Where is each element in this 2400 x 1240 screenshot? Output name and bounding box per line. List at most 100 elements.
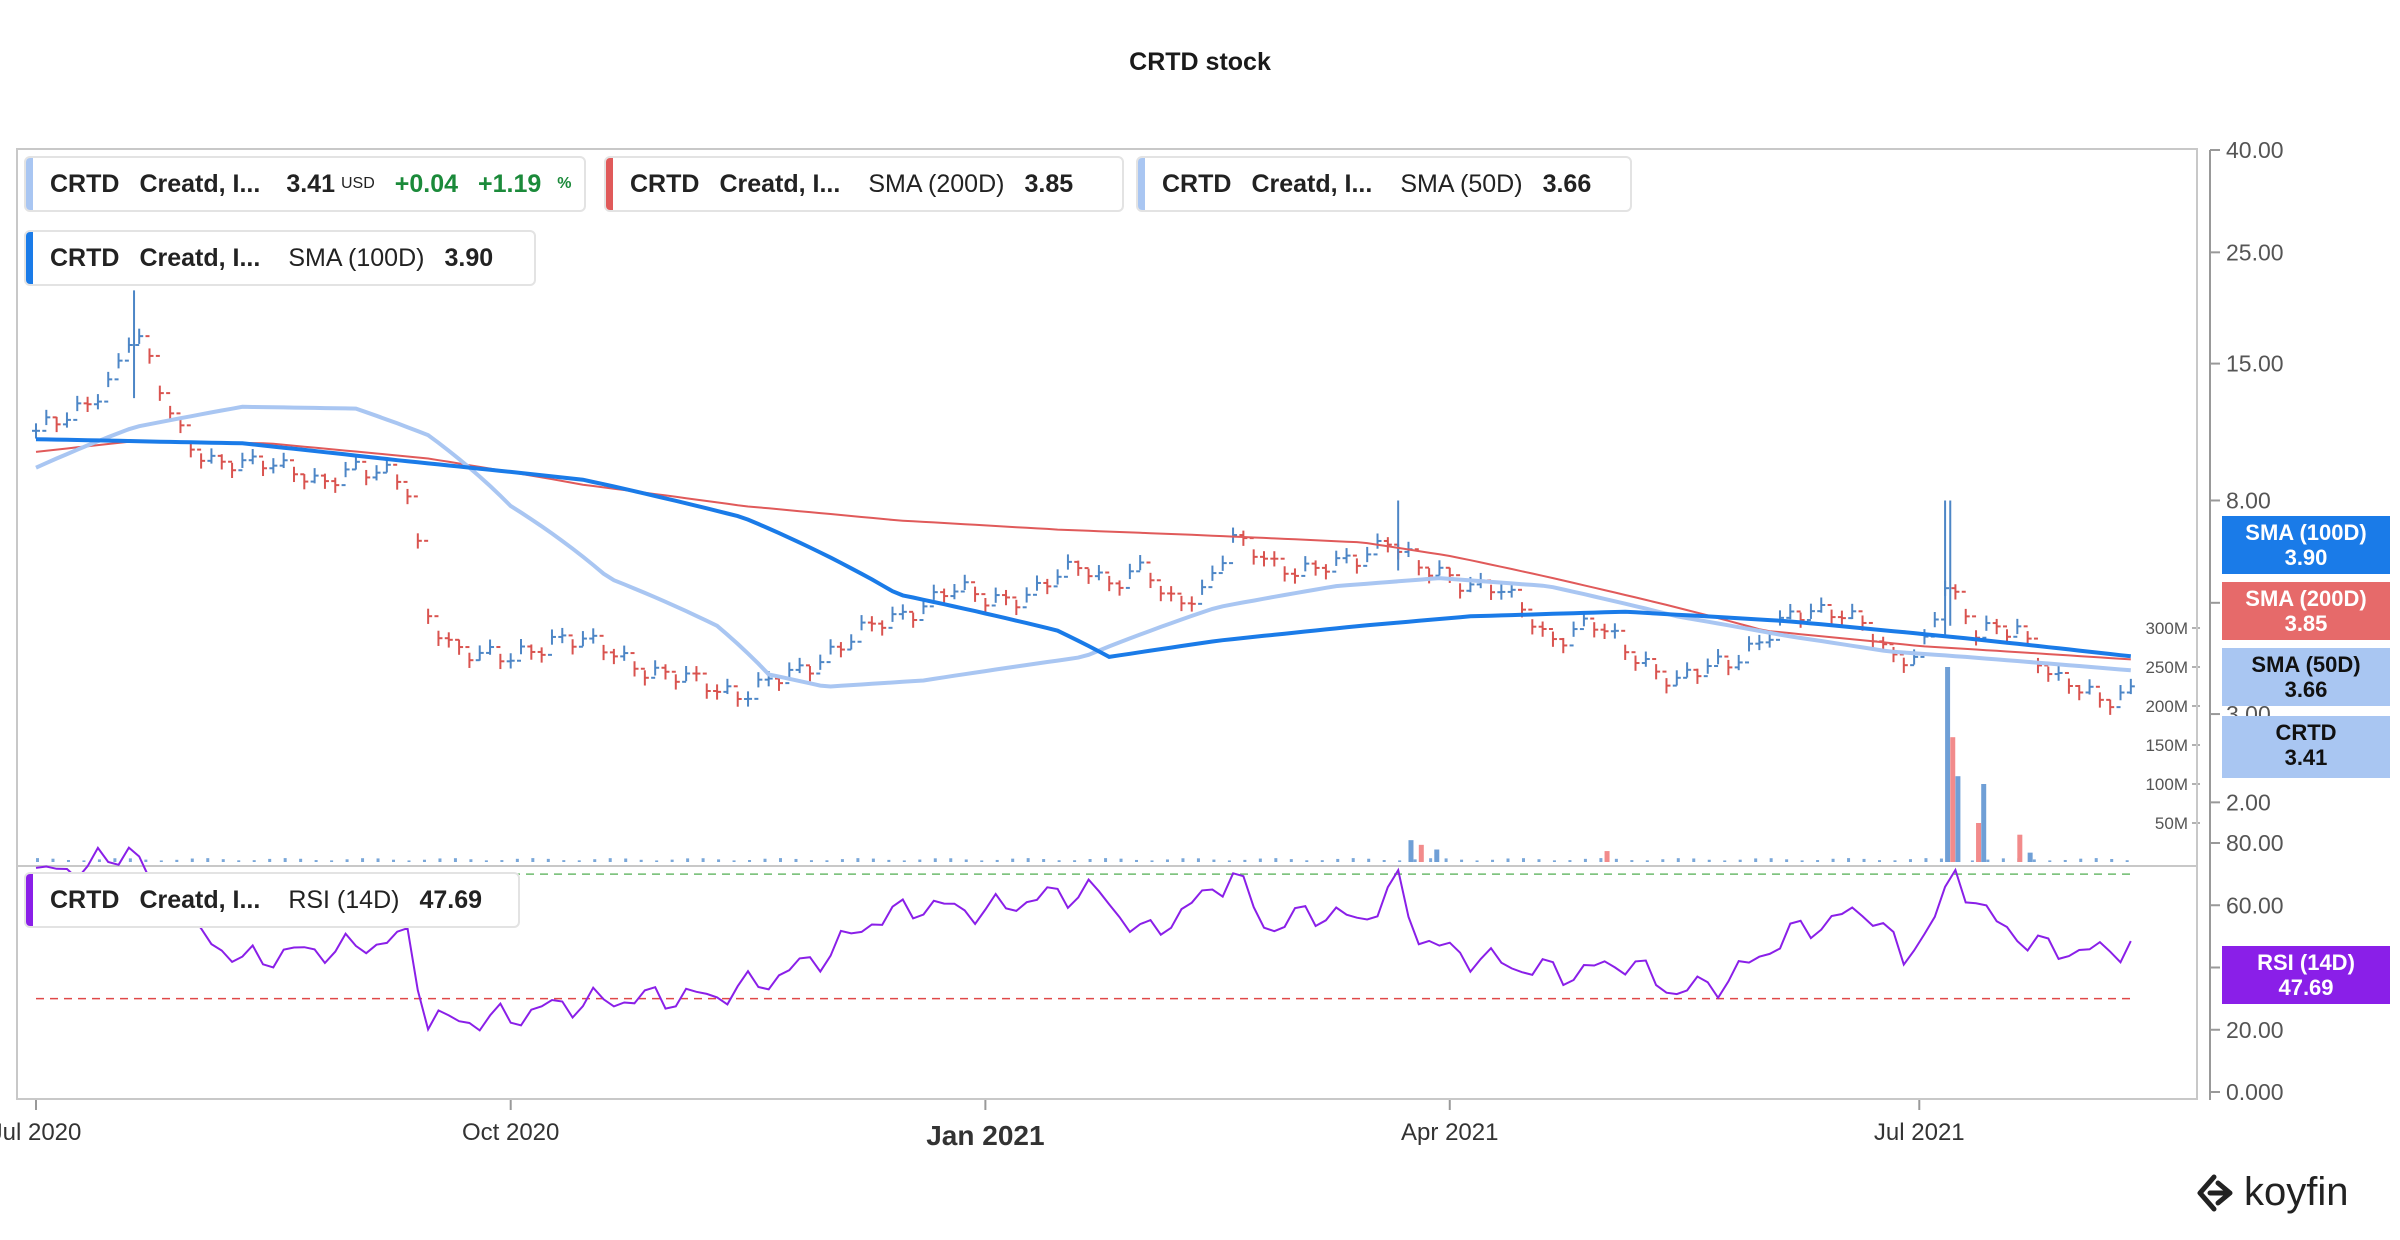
legend-sma50[interactable]: CRTD Creatd, I... SMA (50D) 3.66: [1136, 156, 1632, 212]
legend-sma200-swatch: [606, 158, 613, 210]
volume-bar: [1986, 859, 1990, 862]
volume-bar: [1785, 859, 1789, 862]
volume-bar: [422, 859, 426, 862]
legend-rsi[interactable]: CRTD Creatd, I... RSI (14D) 47.69: [24, 872, 520, 928]
volume-bar: [1243, 859, 1247, 862]
volume-bar: [670, 859, 674, 862]
legend-price-value: 3.41: [286, 169, 335, 198]
volume-bar: [1305, 860, 1309, 862]
rsi-tick-label: 80.00: [2226, 830, 2284, 856]
volume-bar: [1878, 860, 1882, 862]
volume-bar: [887, 859, 891, 862]
volume-bar: [2048, 860, 2052, 862]
volume-bar: [1893, 860, 1897, 862]
volume-bar: [392, 859, 396, 862]
sma50-line: [35, 404, 2131, 689]
volume-bar: [97, 859, 101, 862]
volume-bar: [299, 858, 303, 862]
legend-sma200-label: SMA (200D): [868, 169, 1005, 198]
volume-bar: [1661, 859, 1665, 862]
volume-bar: [345, 859, 349, 862]
volume-bar: [1398, 860, 1402, 862]
volume-bar: [717, 859, 721, 862]
legend-sma100[interactable]: CRTD Creatd, I... SMA (100D) 3.90: [24, 230, 536, 286]
rsi-tick-label: 20.00: [2226, 1017, 2284, 1043]
tag-sma50-value: 3.66: [2284, 677, 2328, 702]
legend-sma200[interactable]: CRTD Creatd, I... SMA (200D) 3.85: [604, 156, 1124, 212]
volume-bar: [1599, 858, 1603, 862]
koyfin-mark-icon: [2197, 1174, 2233, 1211]
x-tick-label: Oct 2020: [462, 1119, 559, 1146]
volume-bar: [809, 860, 813, 862]
volume-bar: [36, 858, 39, 862]
volume-bar: [1444, 858, 1448, 862]
rsi-line: [35, 846, 2132, 1033]
volume-bar: [1382, 860, 1386, 862]
volume-bar: [407, 860, 411, 862]
legend-price[interactable]: CRTD Creatd, I... 3.41 USD +0.04 +1.19 %: [24, 156, 586, 212]
volume-bar: [1552, 860, 1556, 862]
volume-bar: [2094, 858, 2098, 862]
volume-tick-label: 200M: [2145, 697, 2188, 716]
volume-bar: [1604, 851, 1610, 862]
volume-bar: [1568, 860, 1572, 862]
koyfin-logo: koyfin: [2196, 1170, 2349, 1215]
volume-bar: [1434, 849, 1440, 862]
volume-bar: [1119, 858, 1123, 862]
volume-bar: [1847, 858, 1851, 862]
volume-bar: [531, 858, 535, 862]
volume-bar: [1429, 858, 1433, 862]
volume-bar: [51, 858, 55, 862]
sma100-line: [35, 437, 2132, 659]
volume-bar: [732, 860, 736, 862]
volume-bar: [639, 859, 643, 862]
volume-bar: [701, 858, 705, 862]
volume-bar: [252, 860, 256, 862]
volume-bar: [1976, 823, 1982, 862]
volume-bar: [376, 858, 380, 862]
volume-bar: [1506, 858, 1510, 862]
volume-bar: [1026, 858, 1030, 862]
sma200-line: [35, 440, 2131, 661]
tag-sma200-value: 3.85: [2284, 611, 2328, 636]
volume-bar: [159, 860, 163, 862]
volume-bar: [2110, 858, 2114, 862]
volume-bar: [1135, 859, 1139, 862]
legend-rsi-label: RSI (14D): [288, 885, 400, 914]
volume-bar: [82, 860, 86, 862]
volume-tick-label: 300M: [2145, 619, 2188, 638]
legend-price-unit: USD: [340, 175, 375, 192]
volume-bar: [1521, 858, 1525, 862]
volume-bar: [593, 859, 597, 862]
rsi-tick-label: 0.000: [2226, 1079, 2284, 1105]
volume-bar: [113, 858, 117, 862]
legend-ticker: CRTD: [50, 885, 120, 914]
volume-bar: [1351, 858, 1355, 862]
legend-sma100-label: SMA (100D): [288, 243, 425, 272]
tag-sma100-value: 3.90: [2284, 545, 2328, 570]
volume-bar: [438, 858, 442, 862]
volume-bar: [871, 858, 875, 862]
volume-bar: [1645, 860, 1649, 862]
volume-bar: [624, 858, 628, 862]
volume-bar: [144, 859, 148, 862]
volume-bar: [1073, 860, 1077, 862]
tag-crtd: CRTD 3.41: [2222, 716, 2390, 778]
x-tick-label: Apr 2021: [1401, 1119, 1498, 1146]
volume-bar: [175, 859, 179, 862]
volume-bar: [1723, 860, 1727, 862]
volume-bar: [66, 859, 70, 862]
legend-rsi-swatch: [26, 874, 33, 926]
volume-bar: [2032, 859, 2036, 862]
legend-sma50-value: 3.66: [1542, 169, 1592, 198]
x-tick-label: Jul 2020: [0, 1119, 81, 1146]
legend-company: Creatd, I...: [719, 169, 841, 198]
volume-bar: [1413, 859, 1417, 862]
legend-sma50-swatch: [1138, 158, 1145, 210]
legend-company: Creatd, I...: [1251, 169, 1373, 198]
volume-bar: [2079, 858, 2083, 862]
legend-ticker: CRTD: [50, 243, 120, 272]
volume-bar: [1418, 844, 1424, 862]
legend-price-pct-sign: %: [557, 175, 572, 192]
volume-bar: [1227, 860, 1231, 862]
